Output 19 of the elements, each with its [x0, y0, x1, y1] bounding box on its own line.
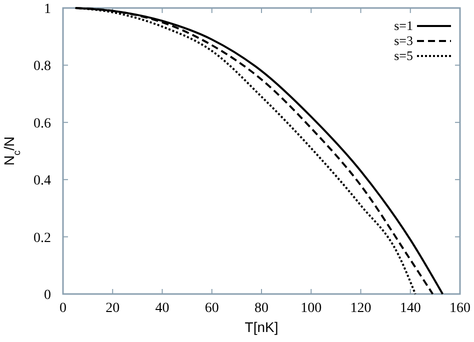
x-tick-label: 160 — [450, 301, 470, 316]
legend-label: s=3 — [394, 33, 413, 48]
y-tick-label: 0.8 — [34, 59, 51, 74]
x-axis-title: T[nK] — [244, 319, 278, 335]
x-tick-label: 60 — [204, 301, 219, 316]
x-tick-label: 120 — [350, 301, 372, 316]
y-tick-label: 0 — [44, 288, 51, 303]
legend-label: s=5 — [394, 48, 413, 63]
y-tick-label: 1 — [44, 2, 51, 17]
x-tick-label: 40 — [155, 301, 170, 316]
y-tick-label: 0.2 — [34, 230, 51, 246]
x-tick-label: 80 — [254, 301, 268, 316]
y-tick-label: 0.4 — [34, 174, 51, 189]
x-tick-label: 0 — [60, 301, 66, 316]
y-tick-label: 0.6 — [34, 116, 51, 132]
x-tick-label: 20 — [106, 301, 120, 316]
legend-label: s=1 — [394, 18, 413, 33]
x-tick-label: 100 — [300, 301, 322, 316]
x-tick-label: 140 — [400, 301, 421, 316]
